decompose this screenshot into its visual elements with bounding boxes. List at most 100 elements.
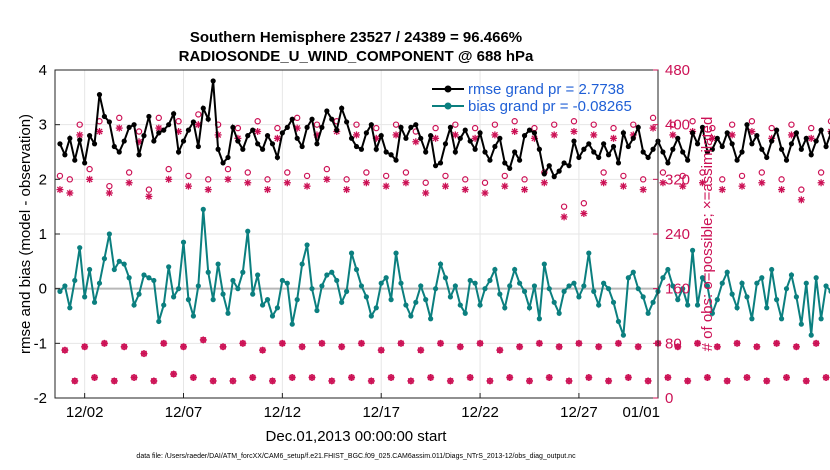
- asterisk-stroke: [565, 377, 573, 384]
- obs-assimilated-marker: [76, 131, 84, 139]
- bias-point: [373, 305, 379, 311]
- obs-assimilated-marker: [81, 343, 89, 351]
- rmse-point: [526, 127, 533, 133]
- rmse-point: [808, 152, 814, 158]
- asterisk-stroke: [803, 377, 810, 384]
- rmse-point: [749, 141, 755, 147]
- rmse-point: [378, 133, 384, 139]
- asterisk-stroke: [496, 347, 503, 354]
- asterisk-stroke: [743, 374, 751, 381]
- rmse-point: [640, 149, 646, 155]
- obs-assimilated-marker: [723, 377, 731, 385]
- y-tick-right-label: 480: [665, 62, 690, 79]
- asterisk-stroke: [165, 176, 172, 183]
- obs-assimilated-marker: [521, 186, 529, 194]
- asterisk-stroke: [462, 186, 469, 193]
- asterisk-stroke: [526, 377, 533, 384]
- obs-possible-marker: [145, 186, 153, 193]
- asterisk-stroke: [818, 179, 825, 186]
- bias-point: [823, 283, 829, 289]
- obs-assimilated-marker: [288, 374, 296, 381]
- obs-possible-marker: [462, 176, 469, 183]
- asterisk-stroke: [669, 131, 676, 138]
- asterisk-stroke: [116, 125, 123, 132]
- rmse-point: [304, 124, 310, 130]
- rmse-point: [314, 141, 320, 147]
- obs-assimilated-marker: [664, 374, 672, 381]
- bias-point: [596, 302, 602, 308]
- obs-assimilated-marker: [634, 343, 642, 351]
- bias-point: [472, 280, 478, 286]
- bias-point: [259, 302, 266, 308]
- obs-possible-marker: [86, 165, 93, 173]
- asterisk-stroke: [86, 176, 93, 183]
- rmse-point: [620, 130, 627, 136]
- asterisk-stroke: [704, 374, 711, 381]
- rmse-point: [660, 149, 666, 155]
- asterisk-stroke: [783, 374, 790, 381]
- bias-point: [200, 206, 206, 212]
- bias-point: [714, 297, 720, 303]
- asterisk-stroke: [709, 135, 716, 142]
- legend-rmse-marker: [444, 85, 452, 93]
- asterisk-stroke: [106, 189, 113, 197]
- obs-assimilated-marker: [387, 374, 395, 381]
- rmse-point: [457, 135, 463, 141]
- bias-point: [521, 288, 528, 294]
- asterisk-stroke: [126, 179, 133, 186]
- bias-point: [314, 307, 320, 314]
- obs-possible-marker: [284, 169, 291, 176]
- obs-assimilated-marker: [353, 131, 360, 139]
- obs-possible-marker: [738, 172, 746, 180]
- obs-assimilated-marker: [525, 377, 533, 385]
- asterisk-stroke: [778, 186, 785, 193]
- rmse-point: [348, 135, 355, 141]
- asterisk-stroke: [610, 135, 617, 142]
- obs-assimilated-marker: [713, 343, 721, 351]
- obs-assimilated-marker: [427, 374, 435, 381]
- obs-assimilated-marker: [115, 124, 123, 132]
- asterisk-stroke: [407, 377, 414, 384]
- asterisk-stroke: [111, 377, 118, 384]
- rmse-point: [82, 160, 88, 166]
- asterisk-stroke: [452, 131, 459, 138]
- data-file-footnote: data file: /Users/raeder/DAI/ATM_forcXX/…: [136, 453, 576, 460]
- obs-possible-marker: [778, 176, 785, 183]
- asterisk-stroke: [422, 189, 429, 197]
- obs-possible-marker: [313, 121, 321, 128]
- rmse-point: [101, 113, 108, 120]
- rmse-point: [709, 146, 715, 152]
- y-tick-left-label: -2: [34, 390, 47, 407]
- rmse-point: [225, 154, 231, 161]
- legend-bias-marker: [444, 102, 452, 110]
- asterisk-stroke: [180, 343, 187, 350]
- rmse-point: [156, 130, 162, 136]
- obs-assimilated-marker: [338, 343, 346, 351]
- obs-assimilated-marker: [199, 336, 207, 344]
- asterisk-stroke: [402, 179, 409, 186]
- bias-point: [576, 294, 582, 300]
- rmse-point: [497, 135, 503, 141]
- asterisk-stroke: [81, 343, 88, 350]
- rmse-point: [680, 149, 686, 155]
- obs-possible-marker: [570, 118, 578, 125]
- bias-point: [660, 275, 666, 281]
- asterisk-stroke: [813, 340, 820, 347]
- asterisk-stroke: [338, 343, 345, 350]
- obs-possible-marker: [116, 114, 123, 122]
- obs-assimilated-marker: [367, 377, 375, 385]
- obs-assimilated-marker: [165, 175, 173, 183]
- obs-assimilated-marker: [575, 339, 583, 347]
- asterisk-stroke: [328, 377, 335, 384]
- obs-possible-marker: [610, 124, 617, 132]
- obs-assimilated-marker: [71, 377, 79, 385]
- obs-possible-marker: [699, 169, 706, 176]
- bias-point: [640, 294, 646, 300]
- bias-point: [719, 280, 725, 286]
- rmse-point: [151, 138, 157, 144]
- asterisk-stroke: [229, 377, 236, 384]
- obs-assimilated-marker: [694, 339, 702, 347]
- bias-point: [428, 316, 434, 322]
- x-axis-label: Dec.01,2013 00:00:00 start: [266, 428, 448, 445]
- obs-possible-marker: [600, 169, 607, 176]
